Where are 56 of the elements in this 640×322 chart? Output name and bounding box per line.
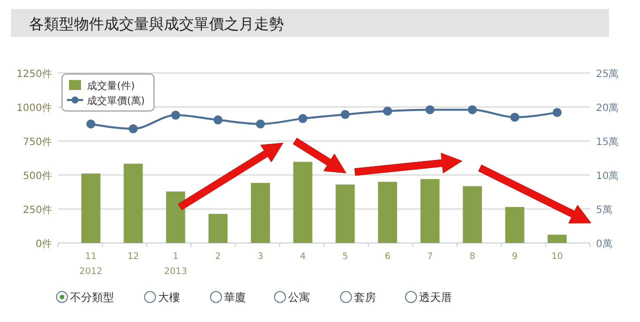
bar (81, 174, 100, 243)
bar (462, 186, 482, 243)
bar (378, 182, 398, 243)
x-tick-label: 10 (551, 252, 564, 262)
point (383, 106, 392, 116)
text: 透天厝 (419, 291, 452, 304)
point (256, 120, 265, 128)
point (171, 110, 180, 120)
y2-tick-label: 10萬 (596, 170, 619, 182)
y2-tick-label: 20萬 (596, 102, 619, 114)
bar (548, 234, 567, 243)
text: 公寓 (288, 291, 310, 304)
x-tick-label: 9 (512, 252, 518, 262)
x-tick-label: 12 (128, 252, 139, 262)
point (340, 110, 350, 119)
bar (124, 164, 143, 243)
bar (250, 182, 270, 243)
text: 不分類型 (70, 291, 114, 304)
x-tick-label: 7 (427, 252, 433, 262)
x-tick-label: 4 (300, 252, 306, 262)
legend-label: 成交量(件) (87, 80, 135, 92)
point (298, 114, 308, 124)
chart-title: 各類型物件成交量與成交單價之月走勢 (29, 15, 284, 33)
point (86, 120, 96, 128)
point (214, 115, 223, 124)
point (468, 105, 477, 114)
text: 大樓 (158, 291, 180, 304)
point (425, 105, 434, 114)
bar (336, 184, 355, 243)
bar (505, 206, 524, 243)
y2-tick-label: 0萬 (596, 238, 612, 250)
x-tick-label: 2 (215, 252, 221, 262)
y-tick-label: 500件 (22, 171, 52, 182)
y-tick-label: 1000件 (16, 103, 52, 114)
y-tick-label: 250件 (22, 205, 52, 216)
text: 套房 (354, 291, 376, 304)
x-tick-label: 8 (470, 252, 476, 262)
point (510, 112, 520, 122)
x-tick-label: 5 (342, 252, 348, 262)
x-tick-label: 1 2013 (164, 252, 188, 277)
legend-label: 成交單價(萬) (87, 95, 145, 107)
y-tick-label: 1250件 (16, 69, 52, 80)
y2-tick-label: 15萬 (596, 136, 619, 148)
y2-tick-label: 5萬 (596, 204, 612, 216)
y-tick-label: 750件 (22, 137, 52, 148)
bar (420, 179, 440, 243)
x-tick-label: 11 2012 (79, 252, 102, 277)
point (552, 108, 562, 117)
bar (166, 191, 186, 243)
y2-tick-label: 25萬 (596, 68, 619, 80)
text: 華廈 (224, 291, 246, 304)
x-tick-label: 6 (384, 252, 391, 262)
point (128, 124, 138, 134)
x-tick-label: 3 (258, 252, 264, 262)
y-tick-label: 0件 (36, 239, 52, 250)
bar (208, 214, 228, 243)
